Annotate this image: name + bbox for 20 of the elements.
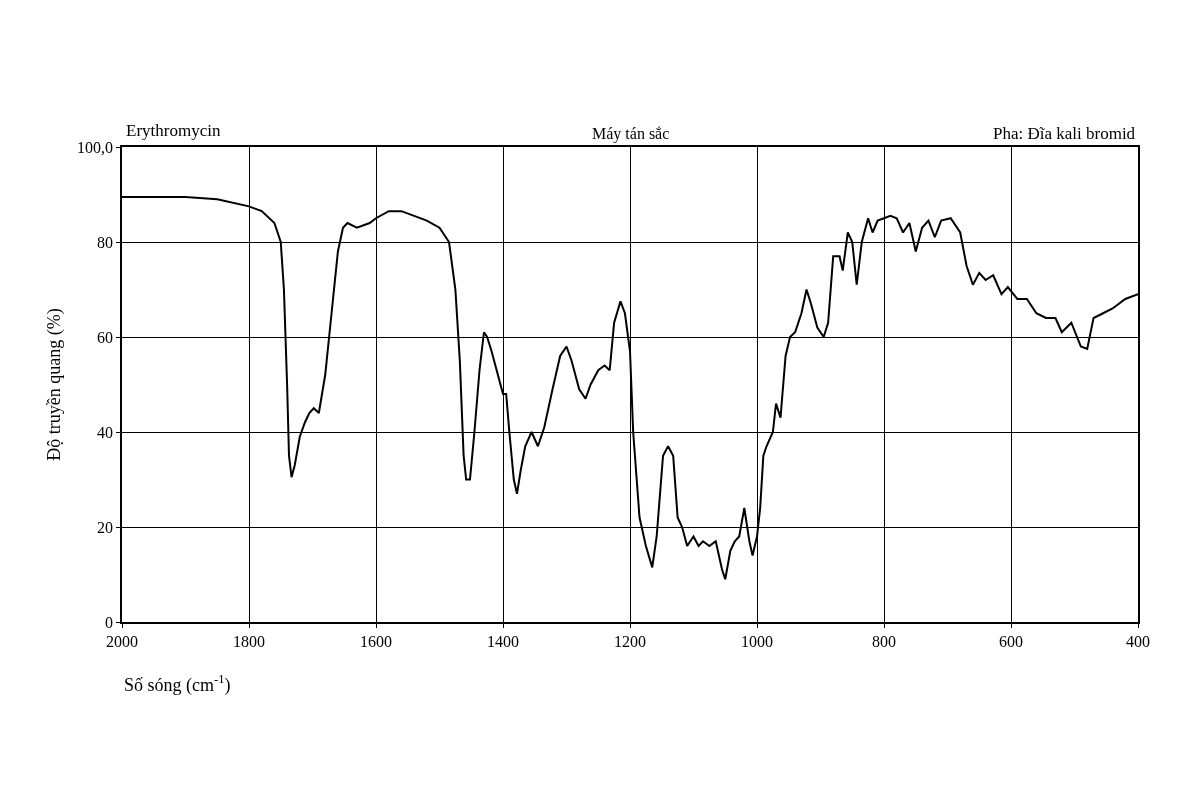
text: Pha: Đĩa kali bromid [993, 124, 1136, 143]
x-axis-title: Số sóng (cm$^{-1}$) [124, 672, 231, 696]
chart-title: Erythromycin [126, 121, 221, 140]
x-tick-label: 1800 [233, 632, 265, 650]
y-tick-label: 20 [97, 518, 114, 536]
x-tick-label: 1400 [487, 632, 519, 650]
y-axis-title: Độ truyền quang (%) [43, 308, 65, 461]
y-tick-label: 100,0 [77, 138, 114, 156]
x-tick-label: 800 [872, 632, 896, 650]
y-tick-label: 0 [105, 613, 114, 631]
x-tick-label: 2000 [106, 632, 138, 650]
x-tick-label: 1600 [360, 632, 392, 650]
x-tick-label: 400 [1126, 632, 1150, 650]
y-tick-label: 60 [97, 328, 114, 346]
y-tick-label: 40 [97, 423, 114, 441]
x-tick-label: 1000 [741, 632, 773, 650]
y-tick-label: 80 [97, 233, 114, 251]
x-tick-label: 600 [999, 632, 1023, 650]
x-tick-label: 1200 [614, 632, 646, 650]
chart-subtitle: Máy tán sắc [592, 125, 670, 143]
